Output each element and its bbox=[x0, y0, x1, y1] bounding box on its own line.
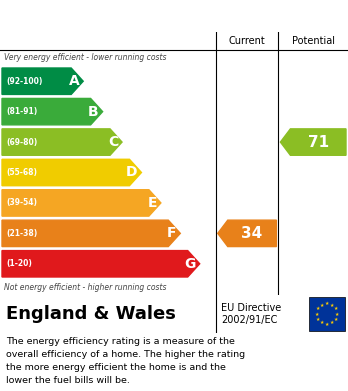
Text: ★: ★ bbox=[316, 317, 321, 322]
Text: ★: ★ bbox=[334, 317, 338, 322]
Text: ★: ★ bbox=[320, 320, 324, 325]
Polygon shape bbox=[2, 99, 103, 125]
Text: (81-91): (81-91) bbox=[6, 107, 37, 116]
Text: ★: ★ bbox=[316, 307, 321, 311]
Polygon shape bbox=[2, 220, 180, 247]
Text: ★: ★ bbox=[330, 303, 334, 308]
Text: 34: 34 bbox=[242, 226, 263, 241]
Text: ★: ★ bbox=[315, 312, 319, 316]
Text: England & Wales: England & Wales bbox=[6, 305, 176, 323]
Text: 2002/91/EC: 2002/91/EC bbox=[221, 315, 277, 325]
Text: Potential: Potential bbox=[292, 36, 335, 46]
Text: A: A bbox=[69, 74, 79, 88]
Text: Current: Current bbox=[229, 36, 266, 46]
Text: (55-68): (55-68) bbox=[6, 168, 37, 177]
Polygon shape bbox=[2, 190, 161, 216]
Text: Very energy efficient - lower running costs: Very energy efficient - lower running co… bbox=[4, 54, 166, 63]
Bar bbox=[309, 297, 345, 331]
Text: ★: ★ bbox=[325, 301, 329, 306]
Text: Energy Efficiency Rating: Energy Efficiency Rating bbox=[7, 9, 217, 23]
Text: Not energy efficient - higher running costs: Not energy efficient - higher running co… bbox=[4, 283, 166, 292]
Text: C: C bbox=[108, 135, 118, 149]
Text: EU Directive: EU Directive bbox=[221, 303, 281, 313]
Text: D: D bbox=[126, 165, 137, 179]
Text: ★: ★ bbox=[325, 322, 329, 327]
Text: (69-80): (69-80) bbox=[6, 138, 37, 147]
Text: The energy efficiency rating is a measure of the
overall efficiency of a home. T: The energy efficiency rating is a measur… bbox=[6, 337, 245, 385]
Polygon shape bbox=[2, 251, 200, 277]
Polygon shape bbox=[2, 129, 122, 155]
Text: F: F bbox=[167, 226, 176, 240]
Text: (1-20): (1-20) bbox=[6, 259, 32, 268]
Text: (21-38): (21-38) bbox=[6, 229, 37, 238]
Text: G: G bbox=[184, 257, 196, 271]
Text: ★: ★ bbox=[320, 303, 324, 308]
Text: ★: ★ bbox=[335, 312, 339, 316]
Text: B: B bbox=[88, 105, 98, 118]
Polygon shape bbox=[280, 129, 346, 155]
Text: ★: ★ bbox=[334, 307, 338, 311]
Polygon shape bbox=[2, 159, 141, 186]
Text: (39-54): (39-54) bbox=[6, 198, 37, 208]
Polygon shape bbox=[218, 220, 276, 247]
Text: E: E bbox=[147, 196, 157, 210]
Text: 71: 71 bbox=[308, 135, 329, 150]
Polygon shape bbox=[2, 68, 83, 95]
Text: (92-100): (92-100) bbox=[6, 77, 42, 86]
Text: ★: ★ bbox=[330, 320, 334, 325]
